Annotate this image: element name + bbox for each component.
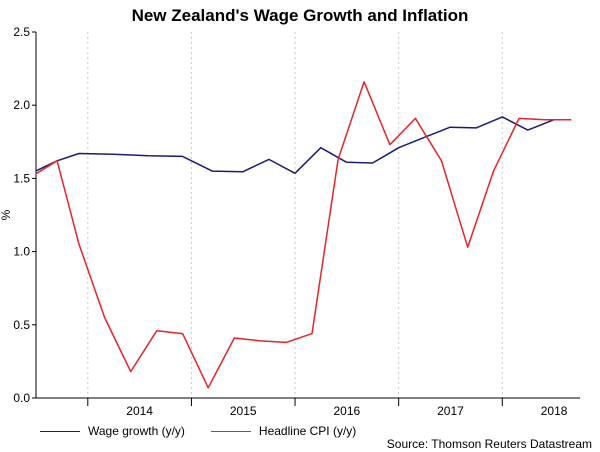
axes-layer: % — [0, 32, 580, 399]
grid-layer — [87, 32, 503, 398]
legend-swatch-wage-growth — [40, 430, 80, 432]
legend-label-headline-cpi: Headline CPI (y/y) — [258, 424, 357, 438]
chart-title: New Zealand's Wage Growth and Inflation — [131, 6, 469, 25]
source-note: Source: Thomson Reuters Datastream — [386, 437, 592, 451]
legend-item-headline-cpi: Headline CPI (y/y) — [210, 424, 357, 438]
series-line-wage-growth — [35, 116, 554, 175]
y-tick-label: 1.0 — [13, 245, 30, 259]
legend: Wage growth (y/y) Headline CPI (y/y) — [40, 424, 382, 438]
x-tick-label: 2015 — [230, 404, 257, 418]
y-tick-label: 2.5 — [13, 25, 30, 39]
ticks-layer: 0.0 0.5 1.0 1.5 2.0 2.5 2014 2015 2016 2017 2018 — [13, 25, 567, 418]
y-tick-label: 1.5 — [13, 171, 30, 185]
x-tick-label: 2016 — [334, 404, 361, 418]
y-tick-label: 2.0 — [13, 98, 30, 112]
legend-swatch-headline-cpi — [210, 430, 251, 432]
series-line-headline-cpi — [35, 81, 572, 389]
y-tick-label: 0.5 — [13, 318, 30, 332]
legend-item-wage-growth: Wage growth (y/y) — [40, 424, 185, 438]
x-tick-label: 2014 — [126, 404, 153, 418]
series-layer — [35, 81, 572, 389]
x-tick-label: 2017 — [437, 404, 464, 418]
y-axis-label: % — [0, 209, 13, 220]
x-tick-label: 2018 — [541, 404, 568, 418]
legend-label-wage-growth: Wage growth (y/y) — [88, 424, 185, 438]
y-tick-label: 0.0 — [13, 391, 30, 405]
